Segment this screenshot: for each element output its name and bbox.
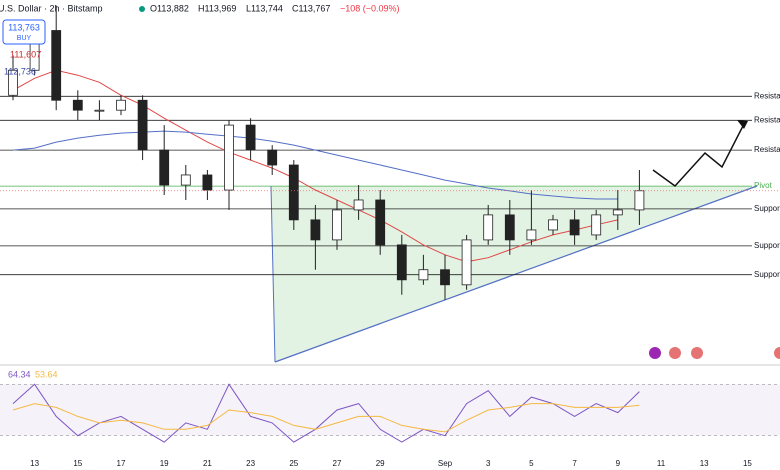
- symbol: U.S. Dollar · 2h · Bitstamp: [0, 3, 103, 13]
- x-tick-label: 15: [743, 459, 752, 468]
- ohlc-low: L113,744: [246, 3, 283, 13]
- level-label: Resistance: [754, 91, 780, 100]
- candle-body: [332, 209, 342, 241]
- event-icon[interactable]: [691, 347, 703, 359]
- price-label: 112,736: [4, 66, 36, 76]
- candle-body: [159, 149, 170, 186]
- candle-body: [526, 229, 537, 241]
- triangle-edge: [274, 185, 758, 363]
- candle-body: [51, 30, 62, 101]
- ohlc-open: O113,882: [150, 3, 189, 13]
- x-tick-label: 11: [657, 459, 666, 468]
- x-tick-label: 7: [572, 459, 577, 468]
- x-tick-label: Sep: [438, 459, 453, 468]
- candle-body: [569, 219, 580, 236]
- x-tick-label: 29: [376, 459, 385, 468]
- candle-body: [202, 174, 213, 191]
- candle-body: [634, 190, 645, 211]
- buy-price: 113,763: [8, 22, 40, 32]
- arrow-head: [737, 120, 748, 129]
- event-icon[interactable]: [649, 347, 661, 359]
- candle-body: [548, 219, 558, 231]
- moving-average: [12, 69, 618, 263]
- candle-body: [504, 214, 515, 241]
- level-label: Resistance: [754, 145, 780, 154]
- x-tick-label: 13: [30, 459, 39, 468]
- x-tick-label: 23: [246, 459, 255, 468]
- candle-body: [8, 69, 18, 96]
- candle-body: [353, 199, 364, 211]
- level-label: Pivot: [754, 181, 773, 190]
- rsi-band: [0, 384, 780, 436]
- status-dot: [139, 6, 145, 12]
- rsi-value: 64.34: [8, 369, 31, 379]
- candle-body: [612, 209, 623, 216]
- event-icon[interactable]: [774, 347, 780, 359]
- price-label: 111,607: [10, 49, 41, 59]
- candle-body: [180, 174, 191, 186]
- ohlc-change: −108 (−0.09%): [340, 3, 400, 13]
- rsi-line: [12, 403, 640, 433]
- candle-body: [288, 164, 299, 221]
- buy-button[interactable]: [2, 19, 46, 45]
- candle-body: [245, 124, 256, 151]
- candle-body: [137, 99, 148, 151]
- x-tick-label: 5: [529, 459, 534, 468]
- event-icon[interactable]: [669, 347, 681, 359]
- candle-body: [396, 244, 407, 281]
- x-tick-label: 25: [289, 459, 298, 468]
- x-tick-label: 15: [73, 459, 82, 468]
- candle-body: [461, 239, 472, 286]
- x-tick-label: 19: [160, 459, 169, 468]
- candle-body: [116, 99, 126, 111]
- level-label: Resistance: [754, 115, 780, 124]
- x-tick-label: 21: [203, 459, 212, 468]
- level-label: Support: [754, 270, 780, 279]
- level-label: Support: [754, 204, 780, 213]
- x-tick-label: 3: [486, 459, 491, 468]
- x-tick-label: 13: [700, 459, 709, 468]
- candle-body: [310, 219, 321, 241]
- plot: Resistance Resistance Resistance Pivot Suppo…: [0, 5, 780, 468]
- projection-arrow: [652, 121, 746, 188]
- x-tick-label: 17: [117, 459, 126, 468]
- buy-label: BUY: [17, 35, 32, 42]
- candle-body: [375, 199, 386, 246]
- candle-body: [72, 99, 83, 111]
- candle-body: [440, 269, 450, 286]
- level-label: Support: [754, 241, 780, 250]
- candle-body: [483, 214, 494, 241]
- candle-body: [267, 149, 278, 166]
- ohlc-close: C113,767: [292, 3, 330, 13]
- candle-body: [94, 109, 105, 112]
- rsi-line: [12, 383, 640, 443]
- rsi-value: 53.64: [35, 369, 58, 379]
- moving-average: [12, 130, 618, 200]
- x-tick-label: 27: [333, 459, 342, 468]
- x-tick-label: 9: [616, 459, 621, 468]
- candle-body: [591, 214, 602, 236]
- ohlc-high: H113,969: [198, 3, 236, 13]
- candle-body: [418, 269, 429, 281]
- candle-body: [224, 124, 234, 191]
- triangle-edge: [270, 185, 276, 363]
